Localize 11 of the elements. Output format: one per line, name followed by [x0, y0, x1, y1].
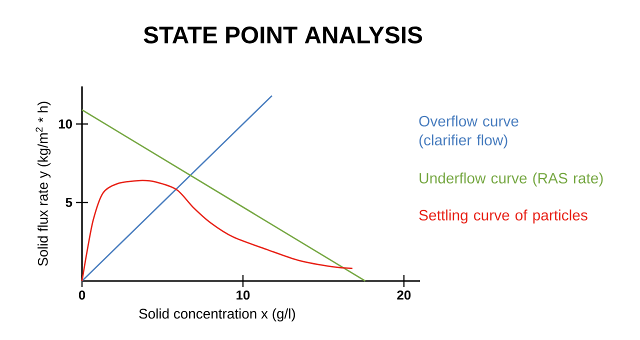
y-axis-title: Solid flux rate y (kg/m$^{2}$ * h)	[36, 102, 51, 266]
text: Overflow curve (clarifier flow)	[419, 116, 518, 148]
text: Underflow curve (RAS rate)	[420, 172, 603, 186]
x-axis-title: Solid concentration x (g/l)	[139, 308, 295, 322]
x-tick-label: 20	[397, 290, 411, 300]
text: Settling curve of particles	[419, 210, 588, 224]
x-tick-label: 0	[78, 290, 86, 300]
line-series	[81, 180, 354, 282]
x-tick-label: 10	[236, 290, 250, 300]
chart-title: STATE POINT ANALYSIS	[144, 26, 422, 44]
y-tick-label: 5	[66, 198, 72, 208]
